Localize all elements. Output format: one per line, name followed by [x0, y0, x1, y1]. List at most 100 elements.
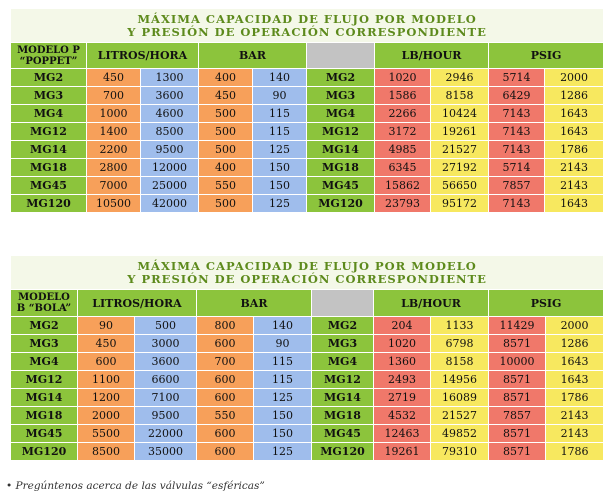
cell-model: MG45 — [10, 176, 87, 195]
table-row: MG45 5500 22000 600 150 MG45 12463 49852 8571 214… — [10, 424, 605, 443]
cell-lb1: 4532 — [373, 406, 431, 425]
cell-l2: 8500 — [140, 122, 199, 141]
cell-p1: 11429 — [488, 316, 546, 335]
cell-b1: 600 — [196, 370, 254, 389]
cell-l1: 1000 — [86, 104, 141, 123]
table-title: MÁXIMA CAPACIDAD DE FLUJO POR MODELO Y P… — [9, 255, 605, 290]
cell-p1: 7143 — [488, 104, 545, 123]
footnote: • Pregúntenos acerca de las válvulas “es… — [6, 480, 265, 492]
cell-l1: 7000 — [86, 176, 141, 195]
table-row: MG18 2800 12000 400 150 MG18 6345 27192 5714 2143 — [10, 158, 605, 177]
table-row: MG3 450 3000 600 90 MG3 1020 6798 8571 1286 — [10, 334, 605, 353]
cell-p1: 7143 — [488, 122, 545, 141]
cell-lb2: 16089 — [430, 388, 489, 407]
cell-lb1: 2266 — [374, 104, 431, 123]
cell-lb1: 19261 — [373, 442, 431, 461]
cell-model: MG2 — [10, 68, 87, 87]
cell-b2: 115 — [253, 352, 312, 371]
title-line-1: MÁXIMA CAPACIDAD DE FLUJO POR MODELO — [137, 258, 477, 273]
cell-b1: 550 — [198, 176, 253, 195]
cell-model2: MG14 — [311, 388, 374, 407]
cell-model: MG3 — [10, 86, 87, 105]
cell-model: MG120 — [10, 442, 78, 461]
model-header-line-2: “POPPET” — [19, 55, 78, 67]
cell-l1: 1100 — [77, 370, 135, 389]
cell-p2: 2000 — [544, 316, 605, 335]
cell-lb1: 1020 — [374, 68, 431, 87]
cell-l2: 35000 — [134, 442, 197, 461]
cell-b1: 550 — [196, 406, 254, 425]
cell-p2: 1643 — [543, 194, 605, 213]
cell-lb2: 19261 — [430, 122, 489, 141]
cell-lb2: 79310 — [430, 442, 489, 461]
cell-lb2: 27192 — [430, 158, 489, 177]
cell-l2: 25000 — [140, 176, 199, 195]
cell-p2: 1786 — [544, 442, 605, 461]
cell-b2: 90 — [253, 334, 312, 353]
cell-model2: MG2 — [306, 68, 375, 87]
cell-b1: 600 — [196, 424, 254, 443]
cell-l2: 4600 — [140, 104, 199, 123]
cell-lb1: 2493 — [373, 370, 431, 389]
cell-model2: MG120 — [311, 442, 374, 461]
cell-p1: 5714 — [488, 158, 545, 177]
table-row: MG12 1400 8500 500 115 MG12 3172 19261 7143 1643 — [10, 122, 605, 141]
title-line-1: MÁXIMA CAPACIDAD DE FLUJO POR MODELO — [137, 11, 477, 26]
poppet-flow-table: MÁXIMA CAPACIDAD DE FLUJO POR MODELO Y P… — [9, 8, 605, 213]
cell-b2: 125 — [252, 194, 307, 213]
model-header: MODELO B “BOLA” — [10, 289, 78, 317]
cell-p1: 8571 — [488, 370, 546, 389]
cell-model2: MG18 — [311, 406, 374, 425]
table-row: MG45 7000 25000 550 150 MG45 15862 56650 7857 214… — [10, 176, 605, 195]
cell-lb1: 1020 — [373, 334, 431, 353]
table-row: MG3 700 3600 450 90 MG3 1586 8158 6429 1286 — [10, 86, 605, 105]
cell-model: MG18 — [10, 158, 87, 177]
cell-p2: 2143 — [544, 406, 605, 425]
cell-model2: MG120 — [306, 194, 375, 213]
cell-b2: 115 — [252, 104, 307, 123]
cell-l2: 6600 — [134, 370, 197, 389]
table-row: MG18 2000 9500 550 150 MG18 4532 21527 7857 2143 — [10, 406, 605, 425]
cell-model: MG4 — [10, 352, 78, 371]
cell-p2: 1643 — [543, 104, 605, 123]
cell-l2: 22000 — [134, 424, 197, 443]
cell-lb2: 10424 — [430, 104, 489, 123]
cell-lb2: 8158 — [430, 86, 489, 105]
psig-header: PSIG — [487, 42, 605, 69]
bar-header: BAR — [196, 289, 312, 317]
cell-model2: MG45 — [306, 176, 375, 195]
cell-lb1: 15862 — [374, 176, 431, 195]
cell-lb1: 204 — [373, 316, 431, 335]
cell-l2: 42000 — [140, 194, 199, 213]
cell-b1: 500 — [198, 122, 253, 141]
cell-l2: 3000 — [134, 334, 197, 353]
cell-p1: 8571 — [488, 424, 546, 443]
table-row: MG120 8500 35000 600 125 MG120 19261 79310 8571 1… — [10, 442, 605, 461]
cell-p1: 7143 — [488, 194, 545, 213]
cell-model2: MG4 — [306, 104, 375, 123]
cell-lb2: 2946 — [430, 68, 489, 87]
cell-l1: 2000 — [77, 406, 135, 425]
cell-p2: 2143 — [544, 424, 605, 443]
lb-hour-header: LB/HOUR — [374, 42, 489, 69]
table-row: MG2 450 1300 400 140 MG2 1020 2946 5714 2000 — [10, 68, 605, 87]
cell-lb1: 4985 — [374, 140, 431, 159]
cell-model2: MG45 — [311, 424, 374, 443]
cell-l1: 1200 — [77, 388, 135, 407]
model-header-line-1: MODELO P — [17, 44, 80, 56]
cell-b1: 700 — [196, 352, 254, 371]
cell-model: MG120 — [10, 194, 87, 213]
cell-lb2: 1133 — [430, 316, 489, 335]
cell-l2: 7100 — [134, 388, 197, 407]
cell-model: MG18 — [10, 406, 78, 425]
cell-model: MG4 — [10, 104, 87, 123]
cell-b1: 500 — [198, 194, 253, 213]
cell-p2: 1643 — [544, 352, 605, 371]
model-header-line-2: B “BOLA” — [16, 303, 72, 314]
cell-b1: 800 — [196, 316, 254, 335]
cell-p2: 1643 — [544, 370, 605, 389]
cell-b2: 150 — [253, 406, 312, 425]
cell-lb2: 8158 — [430, 352, 489, 371]
table-row: MG120 10500 42000 500 125 MG120 23793 95172 7143… — [10, 194, 605, 213]
cell-l2: 9500 — [140, 140, 199, 159]
